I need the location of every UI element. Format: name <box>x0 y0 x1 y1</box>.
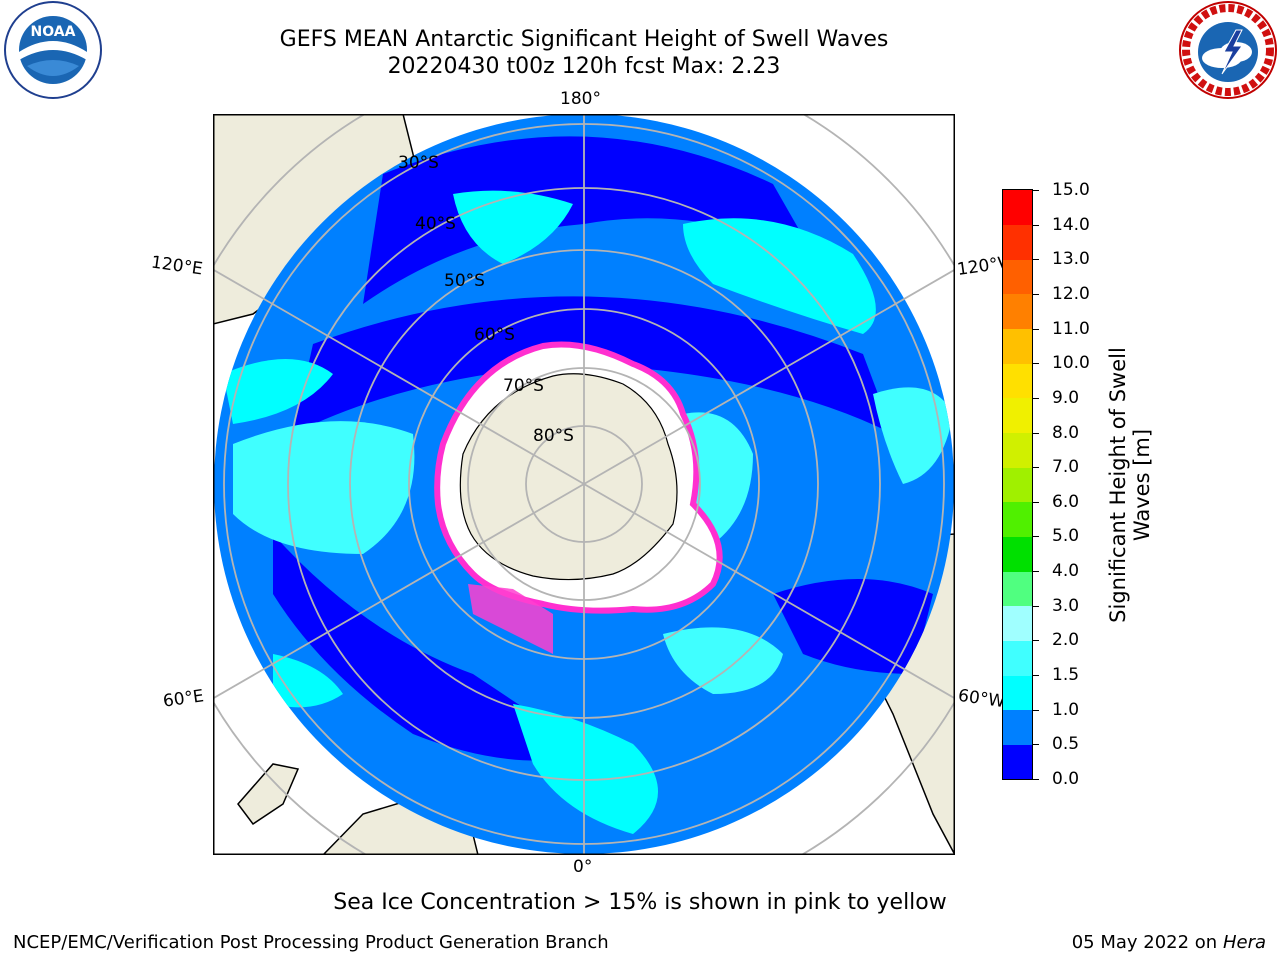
colorbar-tick-label: 12.0 <box>1052 283 1090 304</box>
latitude-labels: 30°S 40°S 50°S 60°S 70°S 80°S <box>398 153 574 446</box>
noaa-logo: NOAA <box>3 0 103 104</box>
colorbar-tick-mark <box>1033 709 1039 711</box>
sea-ice-weddell <box>468 584 553 654</box>
colorbar-segment <box>1003 501 1032 537</box>
colorbar-tick-mark <box>1033 640 1039 642</box>
colorbar-tick-label: 2.0 <box>1052 630 1080 651</box>
colorbar-segment <box>1003 432 1032 468</box>
colorbar-segment <box>1003 363 1032 399</box>
colorbar-tick-label: 9.0 <box>1052 387 1080 408</box>
polar-map: 30°S 40°S 50°S 60°S 70°S 80°S <box>213 114 955 855</box>
colorbar-segment <box>1003 328 1032 364</box>
colorbar <box>1002 189 1033 780</box>
colorbar-tick-mark <box>1033 293 1039 295</box>
colorbar-tick-label: 0.0 <box>1052 769 1080 789</box>
colorbar-tick-mark <box>1033 190 1039 191</box>
lon-label-120e: 120°E <box>149 252 204 280</box>
colorbar-segment <box>1003 744 1032 780</box>
colorbar-tick-mark <box>1033 536 1039 538</box>
lat-label-50s: 50°S <box>444 271 485 291</box>
nws-logo <box>1178 0 1278 104</box>
colorbar-segment <box>1003 293 1032 330</box>
chart-title: GEFS MEAN Antarctic Significant Height o… <box>279 27 889 52</box>
host-name: Hera <box>1222 932 1266 953</box>
map-border <box>213 114 955 855</box>
colorbar-segment <box>1003 190 1032 226</box>
colorbar-segment <box>1003 709 1032 745</box>
colorbar-tick-mark <box>1033 467 1039 469</box>
colorbar-tick-mark <box>1033 432 1039 434</box>
colorbar-segment <box>1003 397 1032 434</box>
colorbar-tick-label: 6.0 <box>1052 491 1080 512</box>
colorbar-tick-label: 10.0 <box>1052 353 1090 374</box>
date-text: 05 May 2022 on Hera <box>1072 932 1266 953</box>
colorbar-tick-label: 0.5 <box>1052 734 1080 755</box>
colorbar-segment <box>1003 536 1032 572</box>
lat-label-80s: 80°S <box>533 426 574 446</box>
colorbar-tick-mark <box>1033 571 1039 573</box>
lon-label-0: 0° <box>573 857 593 877</box>
lon-label-60e: 60°E <box>161 686 206 712</box>
colorbar-tick-label: 8.0 <box>1052 422 1080 443</box>
lat-label-60s: 60°S <box>474 325 515 345</box>
graticule <box>213 114 955 855</box>
colorbar-segment <box>1003 640 1032 676</box>
island-madagascar <box>237 763 300 826</box>
lat-label-30s: 30°S <box>398 153 439 173</box>
colorbar-segment <box>1003 571 1032 607</box>
colorbar-tick-label: 4.0 <box>1052 561 1080 582</box>
swell-band-moderate <box>223 190 953 834</box>
colorbar-segment <box>1003 675 1032 711</box>
sea-ice-note: Sea Ice Concentration > 15% is shown in … <box>333 890 947 915</box>
lat-label-70s: 70°S <box>503 376 544 396</box>
chart-subtitle: 20220430 t00z 120h fcst Max: 2.23 <box>387 54 781 79</box>
colorbar-tick-mark <box>1033 363 1039 365</box>
colorbar-tick-mark <box>1033 259 1039 261</box>
noaa-logo-text: NOAA <box>31 24 76 40</box>
colorbar-tick-mark <box>1033 397 1039 399</box>
colorbar-segment <box>1003 605 1032 641</box>
colorbar-tick-label: 11.0 <box>1052 318 1090 339</box>
colorbar-tick-label: 1.5 <box>1052 665 1080 686</box>
colorbar-tick-mark <box>1033 224 1039 226</box>
colorbar-tick-label: 5.0 <box>1052 526 1080 547</box>
colorbar-segment <box>1003 259 1032 295</box>
colorbar-tick-label: 1.0 <box>1052 699 1080 720</box>
date-value: 05 May 2022 on <box>1071 932 1218 953</box>
lon-label-60w: 60°W <box>956 685 1007 713</box>
lat-label-40s: 40°S <box>415 214 456 234</box>
colorbar-label: Significant Height of Swell Waves [m] <box>1106 347 1154 623</box>
colorbar-tick-mark <box>1033 779 1039 780</box>
colorbar-tick-mark <box>1033 328 1039 330</box>
colorbar-tick-mark <box>1033 744 1039 746</box>
colorbar-tick-label: 14.0 <box>1052 214 1090 235</box>
colorbar-tick-label: 13.0 <box>1052 249 1090 270</box>
colorbar-segment <box>1003 467 1032 503</box>
credit-text: NCEP/EMC/Verification Post Processing Pr… <box>13 932 609 953</box>
colorbar-tick-mark <box>1033 675 1039 677</box>
colorbar-tick-mark <box>1033 605 1039 607</box>
colorbar-tick-label: 7.0 <box>1052 457 1080 478</box>
lon-label-180: 180° <box>560 89 601 109</box>
colorbar-tick-label: 3.0 <box>1052 595 1080 616</box>
colorbar-tick-mark <box>1033 501 1039 503</box>
colorbar-tick-label: 15.0 <box>1052 180 1090 200</box>
colorbar-segment <box>1003 224 1032 260</box>
